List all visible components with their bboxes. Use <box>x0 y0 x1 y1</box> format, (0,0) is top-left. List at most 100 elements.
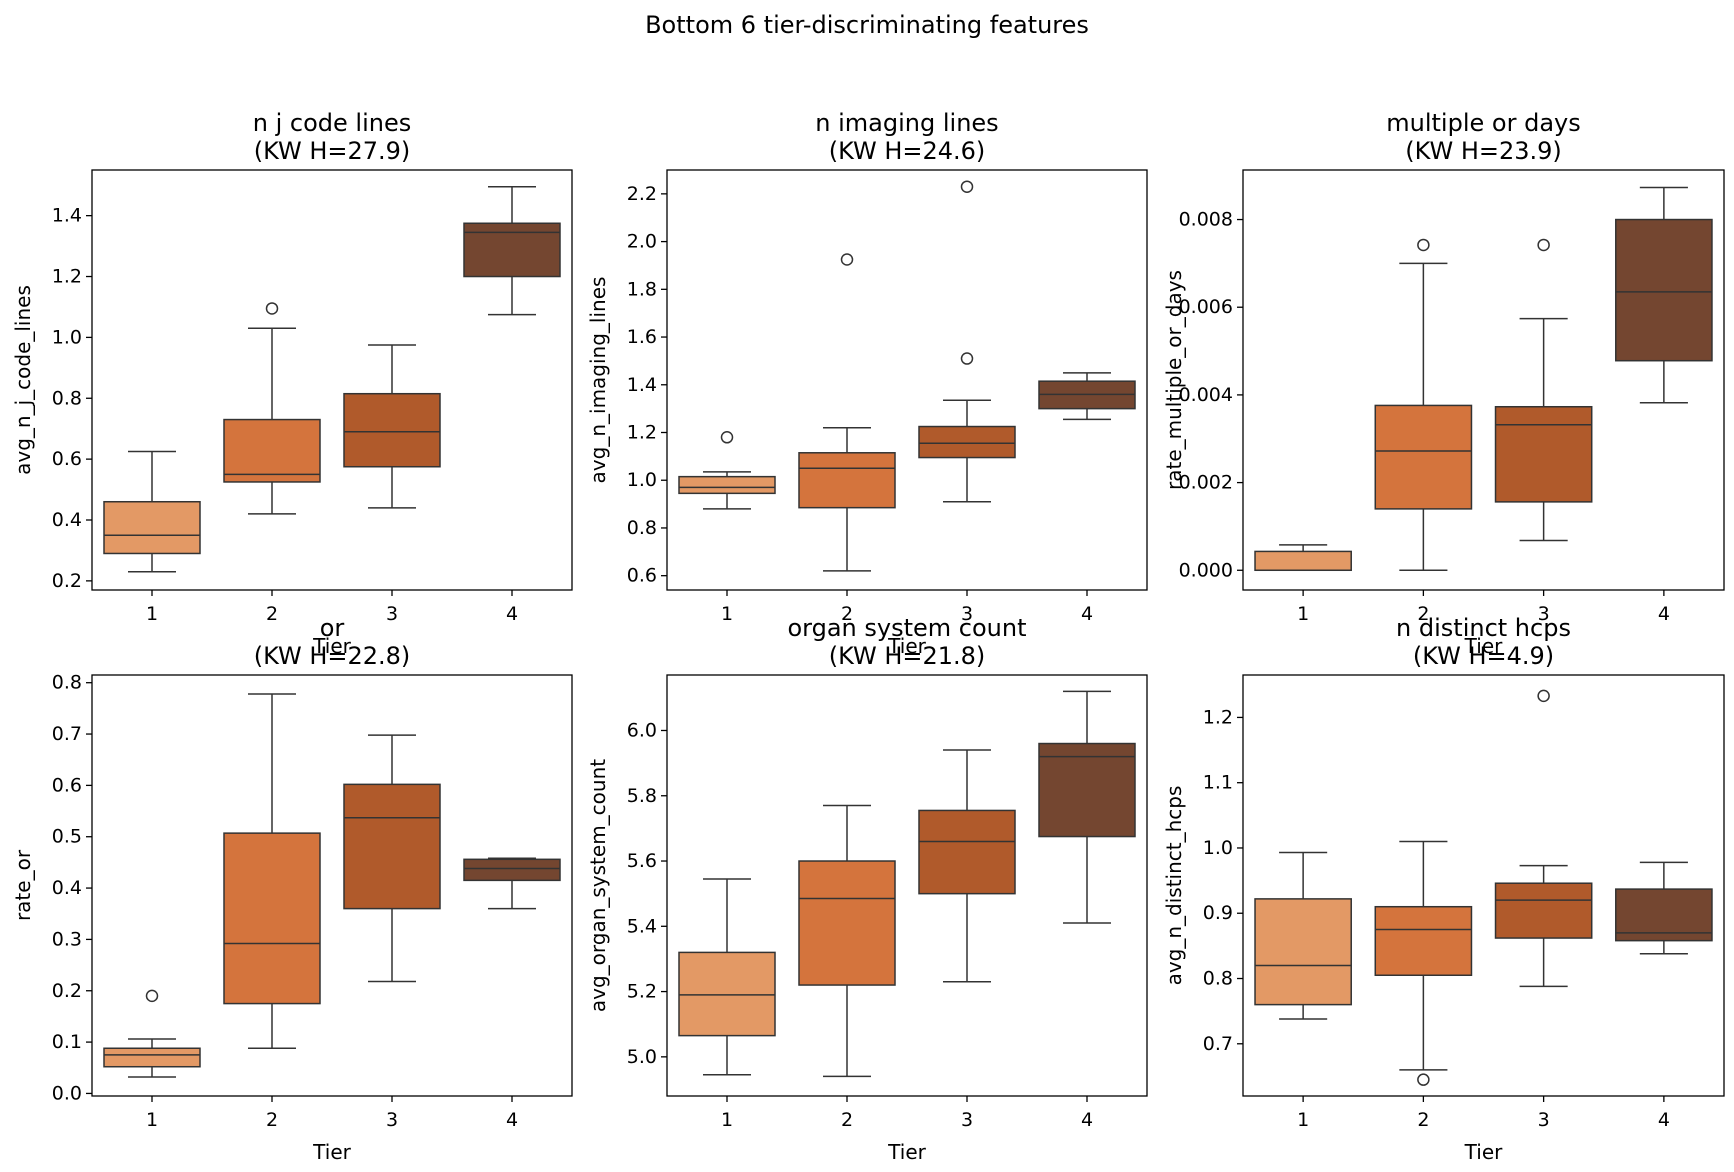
box-tier-3 <box>918 180 1016 503</box>
y-tick-label: 0.5 <box>52 826 82 848</box>
box-tier-4 <box>463 857 561 910</box>
iqr-box <box>678 475 776 495</box>
x-tick-label: 3 <box>1538 603 1550 625</box>
y-tick-label: 1.8 <box>627 278 657 300</box>
y-tick-label: 1.0 <box>52 326 82 348</box>
y-tick-label: 1.4 <box>627 374 657 396</box>
y-axis-label: rate_or <box>11 849 35 921</box>
x-tick-label: 3 <box>386 603 398 625</box>
x-tick-label: 4 <box>1081 603 1093 625</box>
y-tick-label: 0.6 <box>627 565 657 587</box>
outlier-point <box>960 352 974 365</box>
y-tick-label: 2.2 <box>627 183 657 205</box>
y-tick-label: 0.2 <box>52 980 82 1002</box>
outlier-point <box>840 253 854 266</box>
box-tier-1 <box>103 450 201 573</box>
y-tick-label: 1.2 <box>627 422 657 444</box>
subplot-title: organ system count <box>787 614 1026 642</box>
box-tier-3 <box>918 749 1016 983</box>
x-tick-label: 1 <box>1297 603 1309 625</box>
y-tick-label: 0.8 <box>1203 968 1233 990</box>
iqr-box <box>1494 405 1593 503</box>
x-tick-label: 4 <box>506 603 518 625</box>
y-axis-label: avg_n_imaging_lines <box>586 277 610 484</box>
iqr-box <box>1374 905 1473 976</box>
outlier-point <box>720 431 734 444</box>
x-tick-label: 2 <box>266 603 278 625</box>
subplot-subtitle: (KW H=27.9) <box>254 137 411 165</box>
box-tier-1 <box>1254 544 1352 572</box>
subplot-subtitle: (KW H=22.8) <box>254 642 411 670</box>
x-axis-label: Tier <box>1464 634 1503 658</box>
iqr-box <box>103 500 201 555</box>
subplot-subtitle: (KW H=4.9) <box>1413 642 1554 670</box>
iqr-box <box>798 860 896 986</box>
box-tier-2 <box>1374 840 1473 1086</box>
x-tick-label: 2 <box>266 1109 278 1131</box>
y-tick-label: 0.8 <box>627 517 657 539</box>
y-tick-label: 1.2 <box>1203 706 1233 728</box>
x-tick-label: 1 <box>146 603 158 625</box>
iqr-box <box>223 832 321 1005</box>
box-tier-2 <box>223 302 321 515</box>
iqr-box <box>678 951 776 1037</box>
y-tick-label: 1.1 <box>1203 772 1233 794</box>
iqr-box <box>918 425 1016 459</box>
y-tick-label: 5.4 <box>627 915 657 937</box>
outlier-point <box>1537 238 1550 252</box>
x-tick-label: 4 <box>506 1109 518 1131</box>
box-tier-3 <box>1494 689 1593 988</box>
box-tier-4 <box>463 185 561 316</box>
box-tier-1 <box>103 989 201 1078</box>
subplot-title: or <box>320 614 345 642</box>
y-tick-label: 0.1 <box>52 1031 82 1053</box>
subplot-4: 0.0 0.1 0.2 0.3 0.4 0.5 0.6 0.7 0.8 1 2 3 4 Tier rate_… <box>11 614 573 1164</box>
box-tier-4 <box>1615 186 1713 404</box>
box-tier-3 <box>343 344 441 509</box>
outlier-point <box>1417 238 1430 252</box>
box-tier-3 <box>343 734 441 983</box>
outlier-point <box>145 989 159 1003</box>
subplot-5: 5.0 5.2 5.4 5.6 5.8 6.0 1 2 3 4 Tier avg_organ_syst… <box>586 614 1148 1164</box>
subplot-title: n j code lines <box>253 109 411 137</box>
subplot-6: 0.7 0.8 0.9 1.0 1.1 1.2 1 2 3 4 Tier avg_n_distinct… <box>1162 614 1725 1164</box>
y-tick-label: 0.2 <box>52 570 82 592</box>
iqr-box <box>1038 742 1136 838</box>
iqr-box <box>1374 404 1473 510</box>
x-tick-label: 3 <box>961 1109 973 1131</box>
y-tick-label: 0.000 <box>1179 559 1233 581</box>
y-tick-label: 1.0 <box>627 469 657 491</box>
axes-frame <box>1242 674 1725 1097</box>
iqr-box <box>343 783 441 910</box>
x-tick-label: 2 <box>841 1109 853 1131</box>
x-tick-label: 2 <box>841 603 853 625</box>
subplot-2: 0.6 0.8 1.0 1.2 1.4 1.6 1.8 2.0 2.2 1 2 3 4 Tier avg_n… <box>586 109 1148 658</box>
box-tier-2 <box>223 693 321 1050</box>
y-tick-label: 0.7 <box>1203 1033 1233 1055</box>
iqr-box <box>918 809 1016 895</box>
y-axis-label: avg_n_distinct_hcps <box>1162 786 1186 986</box>
y-tick-label: 0.004 <box>1179 384 1233 406</box>
y-tick-label: 1.6 <box>627 326 657 348</box>
x-tick-label: 1 <box>721 603 733 625</box>
y-tick-label: 5.8 <box>627 785 657 807</box>
axes-frame <box>1242 169 1725 591</box>
subplot-title: n imaging lines <box>815 109 998 137</box>
iqr-box <box>343 392 441 468</box>
y-tick-label: 5.2 <box>627 981 657 1003</box>
axes-frame <box>91 674 573 1097</box>
x-tick-label: 4 <box>1658 1109 1670 1131</box>
y-tick-label: 0.9 <box>1203 902 1233 924</box>
subplot-title: n distinct hcps <box>1396 614 1571 642</box>
x-tick-label: 2 <box>1417 603 1429 625</box>
x-tick-label: 1 <box>146 1109 158 1131</box>
axes-frame <box>666 169 1148 591</box>
y-tick-label: 0.008 <box>1179 209 1233 231</box>
x-tick-label: 1 <box>721 1109 733 1131</box>
box-tier-2 <box>798 253 896 572</box>
subplot-subtitle: (KW H=23.9) <box>1405 137 1562 165</box>
y-tick-label: 6.0 <box>627 719 657 741</box>
y-tick-label: 5.6 <box>627 850 657 872</box>
iqr-box <box>463 222 561 278</box>
